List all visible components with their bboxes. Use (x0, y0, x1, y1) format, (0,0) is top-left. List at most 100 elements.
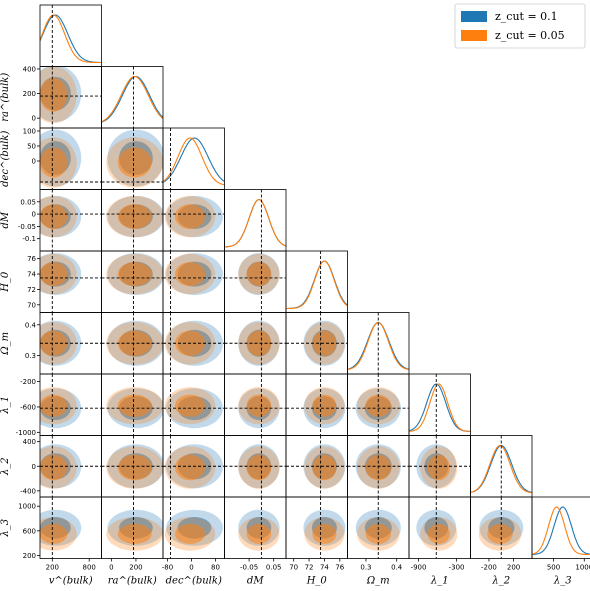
legend-swatch-zcut-0.05 (461, 30, 487, 41)
panel-dM-H0 (224, 250, 287, 313)
x-axis-label-Om: Ω_m (366, 576, 390, 587)
panel-l2 (470, 435, 533, 498)
x-tick-label-l3: 500 (547, 564, 560, 572)
marginal-curve-l3-series-1 (532, 506, 590, 556)
panel-Om-l3: 0.3 0.4Ω_m (347, 496, 410, 587)
y-tick-label-l1: -1000 (16, 429, 36, 437)
panel-H0 (285, 250, 348, 313)
y-tick-label-Om: 0.4 (25, 321, 37, 329)
y-tick-label-dec: 100 (23, 128, 36, 136)
contour-dM-l1-series-1-level-1 (246, 394, 272, 417)
panel-frame-l1 (408, 373, 471, 436)
y-tick-label-l3: 600 (23, 527, 36, 535)
x-tick-label-l2: 200 (507, 564, 520, 572)
panel-dec (162, 127, 225, 190)
x-tick-label-H0: 76 (335, 564, 344, 572)
contour-ra-l2-series-1-level-1 (117, 454, 152, 481)
legend: z_cut = 0.1 z_cut = 0.05 (454, 3, 586, 49)
y-tick-label-l2: -400 (20, 487, 36, 495)
panel-H0-Om (285, 312, 348, 375)
legend-swatch-zcut-0.1 (461, 11, 487, 22)
panel-dec-l3: -80 0 80 dec^(bulk) (162, 496, 225, 587)
panel-ra-l2 (101, 435, 164, 498)
x-tick-label-dM: 0.05 (266, 564, 282, 572)
y-axis-label-l3: λ_3 (0, 519, 11, 538)
contour-dM-l2-series-1-level-1 (246, 454, 272, 481)
panel-ra-H0 (101, 250, 164, 313)
contour-ra-dM-series-1-level-1 (117, 204, 152, 229)
panel-Om-l1 (347, 373, 410, 436)
y-tick-label-l3: 200 (23, 552, 36, 560)
y-axis-label-H0: H_0 (0, 271, 11, 293)
y-tick-label-dM: 0.05 (20, 198, 36, 206)
marginal-curve-ra-series-1 (101, 75, 163, 123)
panel-v-l1: -1000 -600 -200 λ_1 (0, 373, 102, 437)
contour-ra-Om-series-1-level-1 (117, 330, 152, 356)
contour-v-l3-series-1-level-1 (40, 523, 68, 544)
contour-v-l1-series-1-level-1 (40, 394, 68, 417)
x-axis-label-ra: ra^(bulk) (108, 576, 157, 587)
contour-H0-Om-series-1-level-1 (312, 330, 337, 356)
contour-dec-dM-series-1-level-1 (175, 204, 205, 229)
x-tick-label-l2: -200 (481, 564, 497, 572)
x-axis-label-dec: dec^(bulk) (166, 576, 222, 587)
contour-v-l2-series-1-level-1 (40, 454, 68, 481)
contour-ra-l1-series-1-level-1 (117, 394, 152, 417)
contour-dec-l1-series-1-level-1 (175, 394, 205, 417)
y-tick-label-H0: 76 (27, 255, 36, 263)
x-tick-label-Om: 0.3 (360, 564, 371, 572)
panel-ra-dec (101, 127, 164, 190)
x-tick-label-dec: 80 (211, 564, 220, 572)
panel-dec-Om (162, 312, 225, 375)
y-tick-label-Om: 0.3 (25, 352, 36, 360)
x-axis-label-l1: λ_1 (430, 576, 449, 587)
x-axis-label-dM: dM (247, 576, 264, 587)
y-tick-label-l1: -200 (20, 378, 36, 386)
x-axis-label-v: v^(bulk) (49, 576, 93, 587)
contour-v-Om-series-1-level-1 (40, 330, 68, 356)
panel-ra-dM (101, 189, 164, 252)
y-tick-label-dM: -0.05 (18, 223, 36, 231)
contour-v-ra-series-1-level-1 (40, 77, 68, 112)
y-axis-label-dM: dM (0, 211, 11, 228)
panel-H0-l1 (285, 373, 348, 436)
panel-frame-H0 (285, 250, 348, 313)
legend-label-zcut-0.05: z_cut = 0.05 (495, 29, 565, 42)
panel-Om (347, 312, 410, 375)
contour-ra-l3-series-1-level-1 (117, 523, 152, 544)
contour-H0-l1-series-1-level-1 (312, 394, 337, 417)
y-tick-label-dM: -0.1 (22, 235, 36, 243)
marginal-curve-l3-series-0 (532, 506, 590, 555)
legend-label-zcut-0.1: z_cut = 0.1 (495, 10, 558, 23)
panel-v-dM: -0.1 -0.05 0 0.05 dM (0, 189, 102, 252)
panel-dec-dM (162, 189, 225, 252)
x-tick-label-v: 800 (83, 564, 96, 572)
contour-ra-H0-series-1-level-1 (117, 262, 152, 287)
contour-dec-H0-series-1-level-1 (175, 262, 205, 287)
marginal-curve-l1-series-1 (409, 383, 471, 432)
x-axis-label-l3: λ_3 (553, 576, 572, 587)
panel-v-dec: 0 50 100 dec^(bulk) (0, 128, 102, 190)
x-tick-label-H0: 70 (289, 564, 298, 572)
y-axis-label-l2: λ_2 (0, 457, 11, 476)
marginal-curve-v-series-1 (40, 14, 102, 64)
marginal-curve-ra-series-0 (101, 75, 163, 123)
y-tick-label-ra: 400 (23, 65, 36, 73)
panel-v-Om: 0.3 0.4 Ω_m (0, 312, 102, 375)
panel-dM-l1 (224, 373, 287, 436)
x-tick-label-l1: -300 (449, 564, 465, 572)
panel-v-H0: 70 72 74 76 H_0 (0, 250, 102, 313)
marginal-curve-dec-series-0 (163, 137, 225, 183)
contour-dM-H0-series-1-level-1 (246, 262, 272, 287)
y-tick-label-l3: 1000 (18, 503, 36, 511)
x-tick-label-H0: 74 (320, 564, 329, 572)
y-tick-label-l1: -600 (20, 403, 36, 411)
x-tick-label-H0: 72 (305, 564, 314, 572)
marginal-curve-H0-series-0 (286, 260, 348, 310)
x-tick-label-l1: -900 (411, 564, 427, 572)
y-tick-label-dM: 0 (32, 211, 36, 219)
